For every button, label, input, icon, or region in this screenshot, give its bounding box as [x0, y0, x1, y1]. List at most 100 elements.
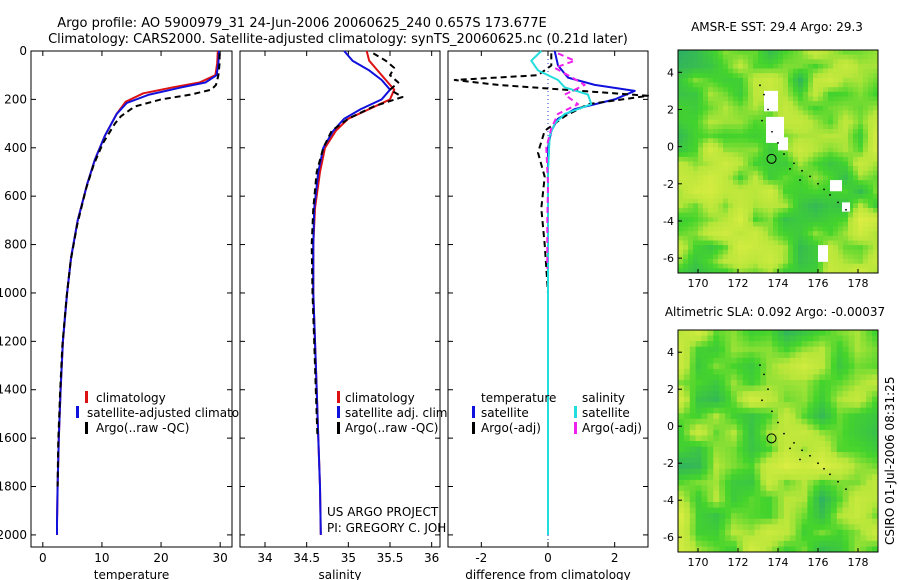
map-cell [848, 263, 854, 269]
map-cell [773, 59, 779, 65]
map-cell [830, 402, 838, 409]
map-cell [708, 231, 714, 237]
map-cell [683, 194, 689, 199]
map-cell [733, 268, 739, 274]
map-cell [698, 101, 704, 107]
map-cell [836, 535, 844, 542]
map-cell [688, 68, 694, 74]
map-cell [848, 208, 854, 213]
map-cell [693, 87, 699, 93]
map-cell [795, 407, 802, 414]
map-cell [825, 418, 832, 425]
map-cell [728, 82, 734, 88]
map-cell [693, 124, 699, 130]
map-cell [713, 245, 719, 251]
map-cell [698, 142, 704, 148]
map-cell [683, 524, 691, 531]
map-cell [813, 63, 819, 69]
map-cell [858, 142, 864, 148]
map-cell [873, 142, 879, 148]
map-cell [854, 335, 861, 342]
map-cell [789, 379, 797, 386]
map-cell [819, 357, 826, 364]
map-cell [778, 180, 784, 186]
map-cell [683, 212, 689, 218]
map-cell [683, 147, 689, 153]
map-cell [707, 335, 714, 342]
map-cell [808, 129, 814, 134]
map-cell [854, 540, 861, 547]
map-cell [733, 156, 739, 162]
map-cell [783, 529, 791, 536]
x-tick-label: 178 [848, 556, 869, 569]
map-cell [758, 110, 764, 116]
map-cell [843, 96, 849, 102]
map-cell [798, 115, 804, 120]
map-cell [783, 352, 791, 359]
map-cell [860, 529, 867, 536]
map-cell [808, 180, 814, 186]
map-cell [695, 457, 702, 464]
map-cell [833, 259, 839, 265]
map-cell [730, 341, 738, 348]
map-cell [693, 96, 699, 102]
map-cell [783, 407, 791, 414]
map-cell [813, 335, 820, 342]
map-cell [836, 507, 844, 514]
map-cell [695, 352, 702, 359]
map-cell [678, 424, 685, 431]
map-cell [830, 418, 838, 425]
map-cell [828, 124, 834, 130]
map-cell [866, 490, 873, 497]
map-cell [801, 396, 808, 403]
map-cell [695, 479, 702, 486]
map-cell [873, 184, 879, 190]
map-cell [803, 156, 809, 162]
map-cell [863, 59, 869, 65]
map-cell [701, 341, 708, 348]
map-cell [723, 129, 729, 134]
map-cell [718, 208, 724, 213]
map-cell [818, 208, 824, 213]
map-cell [766, 529, 773, 536]
map-cell [813, 546, 820, 553]
map-cell [793, 138, 799, 144]
map-cell [725, 479, 732, 486]
map-cell [789, 396, 797, 403]
map-cell [695, 379, 702, 386]
map-cell [813, 330, 820, 336]
map-cell [778, 68, 784, 74]
map-cell [695, 529, 702, 536]
map-cell [713, 54, 719, 60]
map-cell [868, 240, 874, 246]
map-cell [813, 529, 820, 536]
map-cell [842, 330, 849, 336]
map-cell [789, 463, 797, 470]
map-cell [813, 194, 819, 199]
map-cell [858, 221, 864, 227]
map-cell [748, 474, 755, 481]
map-cell [825, 379, 832, 386]
map-cell [772, 341, 779, 348]
map-cell [708, 115, 714, 120]
map-cell [842, 535, 849, 542]
map-cell [788, 129, 794, 134]
map-cell [773, 254, 779, 260]
map-cell [719, 341, 726, 348]
map-cell [719, 418, 726, 425]
map-cell [703, 231, 709, 237]
map-cell [742, 452, 749, 459]
map-cell [733, 73, 739, 79]
map-cell [863, 142, 869, 148]
map-cell [725, 357, 732, 364]
map-cell [748, 496, 755, 503]
map-cell [788, 245, 794, 251]
map-cell [873, 133, 879, 139]
map-cell [768, 221, 774, 227]
map-cell [718, 194, 724, 199]
map-cell [758, 156, 764, 162]
map-cell [708, 208, 714, 213]
map-cell [854, 513, 861, 520]
map-cell [848, 540, 855, 547]
map-cell [748, 407, 755, 414]
